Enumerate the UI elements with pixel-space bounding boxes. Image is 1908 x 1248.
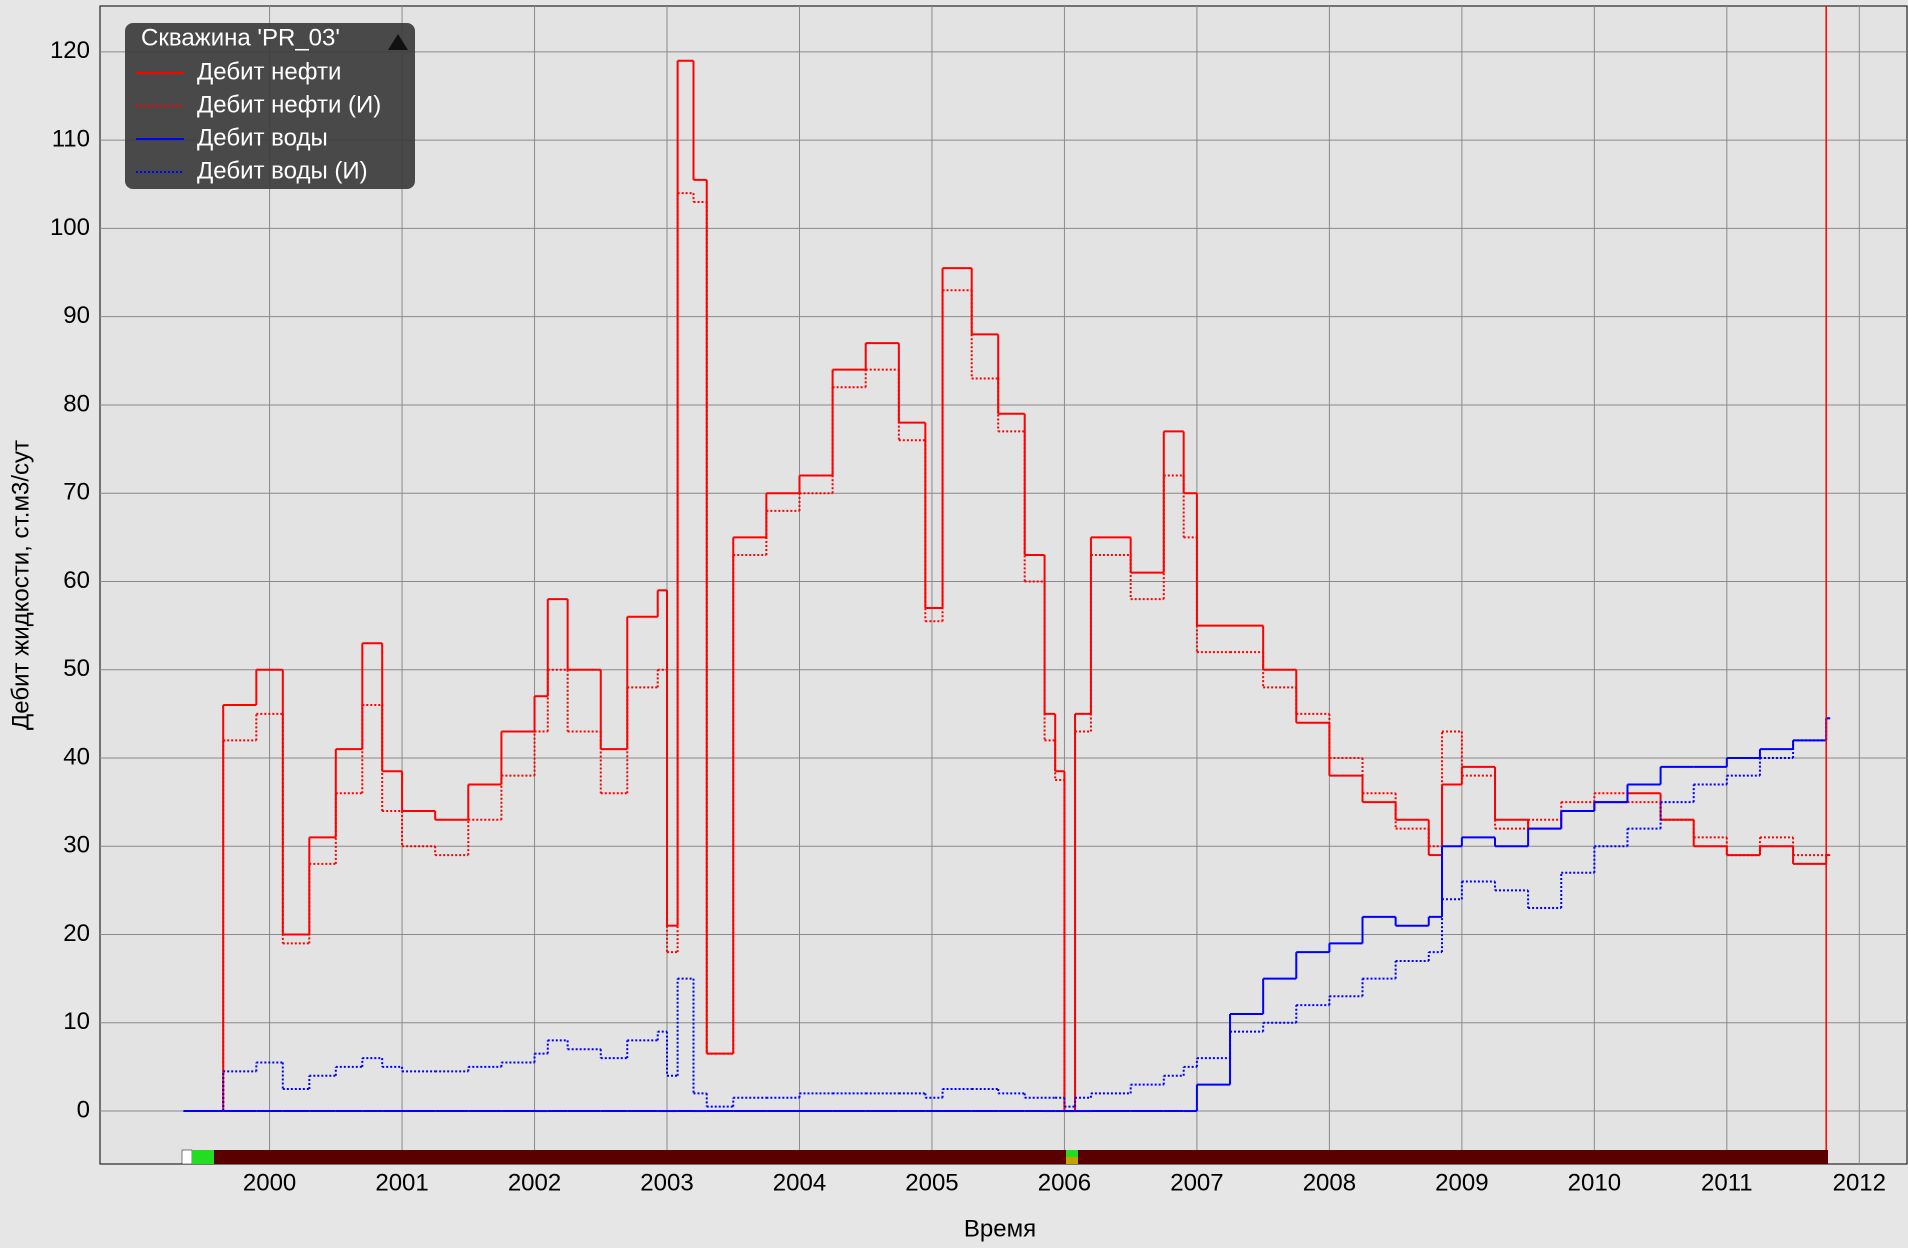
series-layer (183, 59, 1831, 1113)
legend[interactable]: Скважина 'PR_03' Дебит нефти Дебит нефти … (125, 23, 415, 189)
timeline-event (1066, 1157, 1078, 1164)
x-tick-label: 2008 (1303, 1169, 1356, 1196)
y-tick-label: 10 (63, 1008, 90, 1035)
legend-box (125, 23, 415, 189)
y-tick-label: 70 (63, 479, 90, 506)
y-axis-title: Дебит жидкости, ст.м3/сут (7, 440, 34, 730)
legend-label: Дебит воды (И) (197, 157, 368, 184)
timeline-event (1066, 1150, 1078, 1157)
x-tick-label: 2005 (905, 1169, 958, 1196)
y-tick-label: 110 (52, 126, 90, 153)
y-tick-label: 30 (63, 832, 90, 859)
x-tick-label: 2007 (1170, 1169, 1223, 1196)
x-tick-label: 2002 (508, 1169, 561, 1196)
x-axis-title: Время (964, 1215, 1036, 1242)
y-tick-label: 120 (50, 37, 90, 64)
y-tick-label: 80 (63, 390, 90, 417)
x-tick-label: 2011 (1701, 1169, 1753, 1196)
x-tick-label: 2000 (243, 1169, 296, 1196)
y-tick-label: 90 (63, 302, 90, 329)
legend-label: Дебит воды (197, 124, 328, 151)
legend-collapse[interactable] (388, 34, 408, 50)
y-tick-label: 50 (63, 655, 90, 682)
series (183, 192, 1831, 1113)
y-tick-label: 100 (50, 214, 90, 241)
legend-title: Скважина 'PR_03' (141, 24, 340, 51)
legend-label: Дебит нефти (И) (197, 91, 381, 118)
y-tick-label: 40 (63, 743, 90, 770)
x-tick-label: 2004 (773, 1169, 826, 1196)
x-tick-label: 2010 (1568, 1169, 1621, 1196)
legend-label: Дебит нефти (197, 58, 341, 85)
timeline-event (192, 1150, 214, 1164)
y-tick-label: 60 (63, 567, 90, 594)
timeline-start (181, 1149, 193, 1165)
series (183, 717, 1831, 1113)
y-tick-label: 20 (63, 920, 90, 947)
x-tick-label: 2001 (375, 1169, 428, 1196)
x-tick-label: 2003 (640, 1169, 693, 1196)
grid (100, 6, 1907, 1164)
x-tick-label: 2012 (1833, 1169, 1886, 1196)
y-tick-label: 0 (77, 1096, 90, 1123)
x-tick-label: 2009 (1435, 1169, 1488, 1196)
series (183, 717, 1831, 1113)
timeline-bar (182, 1150, 1828, 1164)
plot-area (99, 5, 1908, 1165)
x-tick-label: 2006 (1038, 1169, 1091, 1196)
